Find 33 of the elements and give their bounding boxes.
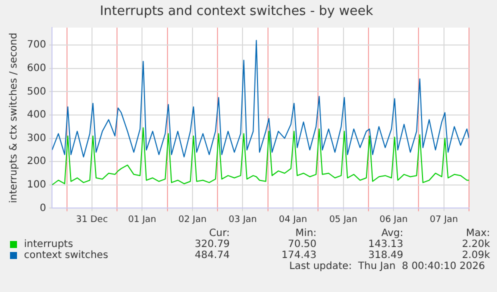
y-tick-label: 500 — [26, 86, 46, 98]
legend-label: context switches — [24, 250, 108, 261]
chart-title: Interrupts and context switches - by week — [100, 4, 374, 20]
x-tick-label: 05 Jan — [329, 214, 358, 225]
y-tick-label: 700 — [26, 40, 46, 51]
y-tick-label: 100 — [26, 179, 46, 190]
text: Avg: — [380, 228, 404, 239]
text: Cur: — [208, 228, 230, 239]
text: 2.09k — [460, 250, 490, 261]
text: Min: — [294, 228, 317, 239]
legend-label: interrupts — [24, 239, 74, 250]
text: 143.13 — [367, 239, 404, 250]
y-tick-label: 0 — [40, 202, 46, 214]
x-tick-label: 06 Jan — [379, 214, 408, 225]
y-tick-label: 300 — [26, 132, 46, 144]
x-tick-label: 03 Jan — [228, 214, 257, 225]
y-tick-label: 400 — [26, 110, 46, 121]
text: 318.49 — [367, 250, 404, 261]
text: 174.43 — [280, 250, 317, 261]
text: Last update: Thu Jan 8 00:40:10 2026 — [288, 261, 485, 272]
text: 2.20k — [460, 239, 490, 250]
text: 320.79 — [194, 239, 230, 250]
text: 70.50 — [286, 239, 317, 250]
y-tick-label: 200 — [26, 156, 46, 168]
x-tick-label: 07 Jan — [430, 214, 458, 225]
text: 484.74 — [194, 250, 230, 261]
x-tick-label: 31 Dec — [76, 214, 108, 225]
y-axis-title: interrupts & ctx switches / second — [8, 32, 20, 204]
x-tick-label: 02 Jan — [178, 214, 207, 225]
x-tick-label: 01 Jan — [128, 214, 156, 225]
y-tick-label: 600 — [26, 62, 46, 74]
text: Max: — [464, 228, 490, 239]
x-tick-label: 04 Jan — [278, 214, 308, 225]
